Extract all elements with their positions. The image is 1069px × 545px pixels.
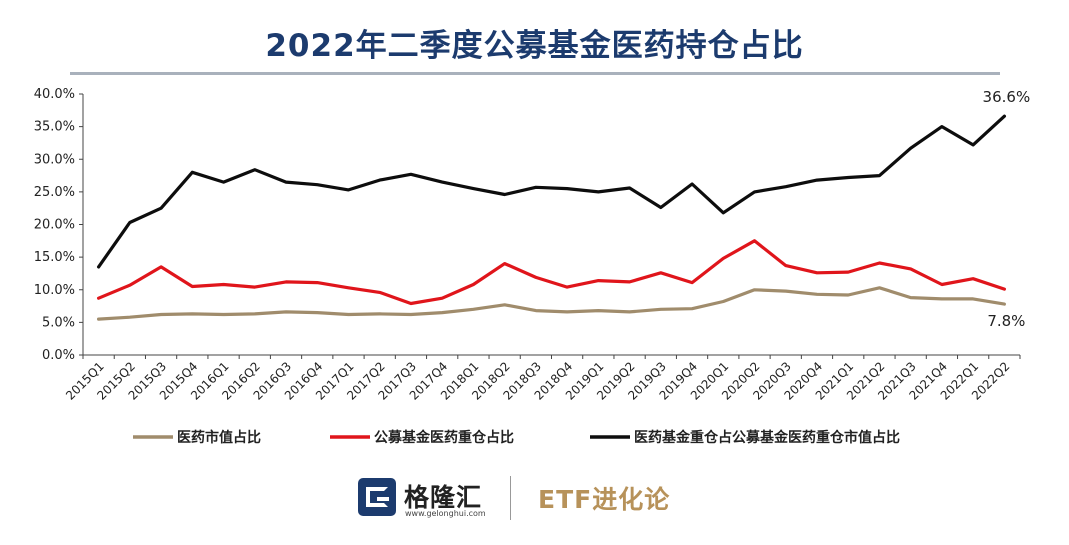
annotation-label: 36.6% [983,88,1031,106]
series-line-0 [96,286,1007,321]
y-tick-label: 5.0% [42,315,75,330]
y-tick-label: 30.0% [34,152,75,167]
legend: 医药市值占比 公募基金医药重仓占比 医药基金重仓占公募基金医药重仓市值占比 [133,429,900,446]
legend-label: 医药基金重仓占公募基金医药重仓市值占比 [634,429,900,446]
y-tick-label: 20.0% [34,218,75,233]
brand-name: ETF进化论 [538,485,671,514]
x-axis-ticks: 2015Q12015Q22015Q32015Q42016Q12016Q22016… [63,355,1021,403]
logo-url: www.gelonghui.com [405,509,486,518]
logo-name: 格隆汇 [404,483,483,512]
series-line-1 [96,239,1007,306]
series-line-2 [96,114,1007,269]
y-tick-label: 35.0% [34,120,75,135]
annotation-label: 7.8% [987,312,1025,330]
title-divider [70,72,1000,75]
gelonghui-logo-icon [358,478,396,516]
annotations: 36.6% 7.8% [983,88,1031,330]
chart-title: 2022年二季度公募基金医药持仓占比 [265,28,804,64]
line-chart: 0.0% 5.0% 10.0% 15.0% 20.0% 25.0% 30.0% 35.0% 40… [34,87,1031,446]
footer-divider [510,476,511,520]
legend-label: 公募基金医药重仓占比 [374,429,514,446]
y-tick-label: 25.0% [34,185,75,200]
footer: 格隆汇 www.gelonghui.com ETF进化论 [0,472,1069,528]
y-tick-label: 40.0% [34,87,75,102]
y-tick-label: 15.0% [34,250,75,265]
y-tick-label: 10.0% [34,283,75,298]
y-tick-label: 0.0% [42,348,75,363]
y-axis-ticks: 0.0% 5.0% 10.0% 15.0% 20.0% 25.0% 30.0% 35.0% 40… [34,87,83,363]
series-lines [96,114,1007,321]
legend-label: 医药市值占比 [177,429,261,446]
